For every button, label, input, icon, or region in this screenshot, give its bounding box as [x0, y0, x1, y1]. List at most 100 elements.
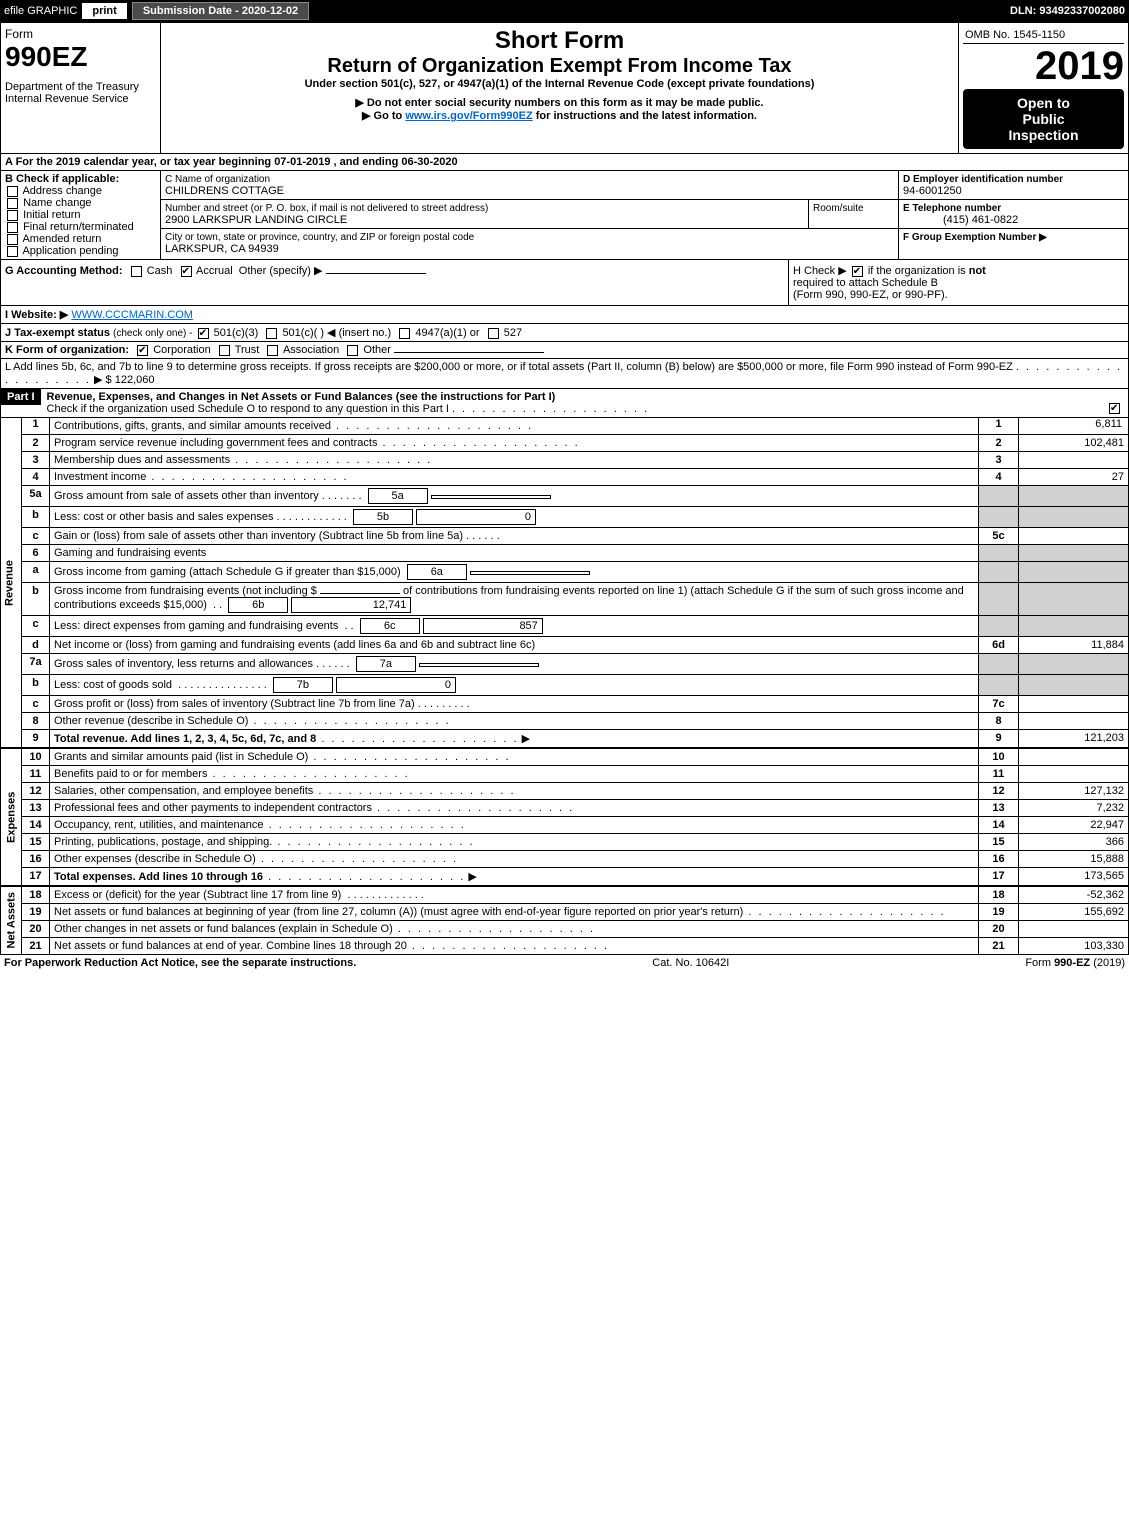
line-10-desc: Grants and similar amounts paid (list in…: [54, 751, 308, 763]
line-a-period: A For the 2019 calendar year, or tax yea…: [0, 154, 1129, 171]
line-8-amt: [1019, 713, 1129, 730]
part-i-check-o: Check if the organization used Schedule …: [47, 403, 449, 415]
title-short-form: Short Form: [165, 27, 954, 55]
chk-schedule-b[interactable]: [852, 266, 863, 277]
chk-corp[interactable]: [137, 345, 148, 356]
line-9-amt: 121,203: [1019, 730, 1129, 749]
line-11-amt: [1019, 766, 1129, 783]
chk-name-change[interactable]: [7, 198, 18, 209]
line-5c-amt: [1019, 528, 1129, 545]
box-f-label: F Group Exemption Number ▶: [903, 232, 1047, 243]
line-7c-amt: [1019, 696, 1129, 713]
line-3-amt: [1019, 452, 1129, 469]
line-h-1: H Check ▶: [793, 265, 847, 277]
chk-trust[interactable]: [219, 345, 230, 356]
line-17-amt: 173,565: [1019, 868, 1129, 887]
other-method-input[interactable]: [326, 273, 426, 274]
line-2-amt: 102,481: [1019, 435, 1129, 452]
chk-amended[interactable]: [7, 234, 18, 245]
line-5a-boxval: [431, 495, 551, 499]
part-i-label: Part I: [1, 389, 41, 405]
chk-cash[interactable]: [131, 266, 142, 277]
no-ssn-warning: ▶ Do not enter social security numbers o…: [165, 96, 954, 109]
phone-value: (415) 461-0822: [903, 214, 1018, 226]
chk-527[interactable]: [488, 328, 499, 339]
irs-label: Internal Revenue Service: [5, 93, 129, 105]
line-k-label: K Form of organization:: [5, 344, 129, 356]
entity-block: B Check if applicable: Address change Na…: [0, 171, 1129, 260]
chk-501c[interactable]: [266, 328, 277, 339]
top-bar: efile GRAPHIC print Submission Date - 20…: [0, 0, 1129, 22]
footer-left: For Paperwork Reduction Act Notice, see …: [4, 957, 356, 969]
line-5c-desc: Gain or (loss) from sale of assets other…: [54, 530, 463, 542]
chk-assoc[interactable]: [267, 345, 278, 356]
line-14-amt: 22,947: [1019, 817, 1129, 834]
chk-accrual[interactable]: [181, 266, 192, 277]
title-return: Return of Organization Exempt From Incom…: [165, 55, 954, 78]
line-6d-desc: Net income or (loss) from gaming and fun…: [54, 639, 535, 651]
print-button[interactable]: print: [81, 2, 127, 20]
line-9-desc: Total revenue. Add lines 1, 2, 3, 4, 5c,…: [54, 733, 316, 745]
box-d-label: D Employer identification number: [903, 174, 1063, 185]
room-label: Room/suite: [813, 203, 864, 214]
line-h-3: required to attach Schedule B: [793, 277, 938, 289]
chk-schedule-o[interactable]: [1109, 403, 1120, 414]
line-7b-boxval: 0: [336, 677, 456, 693]
line-13-amt: 7,232: [1019, 800, 1129, 817]
line-4-desc: Investment income: [54, 471, 146, 483]
form-word: Form: [5, 27, 156, 41]
box-c-label: C Name of organization: [165, 174, 270, 185]
line-21-amt: 103,330: [1019, 938, 1129, 955]
line-15-desc: Printing, publications, postage, and shi…: [54, 836, 272, 848]
under-section: Under section 501(c), 527, or 4947(a)(1)…: [165, 78, 954, 90]
website-link[interactable]: WWW.CCCMARIN.COM: [71, 309, 193, 321]
ein-value: 94-6001250: [903, 185, 962, 197]
line-11-desc: Benefits paid to or for members: [54, 768, 207, 780]
chk-final-return[interactable]: [7, 222, 18, 233]
form-number: 990EZ: [5, 41, 156, 73]
line-20-amt: [1019, 921, 1129, 938]
goto-instructions: ▶ Go to www.irs.gov/Form990EZ for instru…: [165, 109, 954, 122]
line-5b-desc: Less: cost or other basis and sales expe…: [54, 511, 274, 523]
form-header: Form 990EZ Department of the Treasury In…: [0, 22, 1129, 154]
line-19-amt: 155,692: [1019, 904, 1129, 921]
footer-mid: Cat. No. 10642I: [652, 957, 729, 969]
netassets-vlabel: Net Assets: [1, 886, 22, 955]
other-org-input[interactable]: [394, 352, 544, 353]
open-to-public: Open to Public Inspection: [963, 89, 1124, 149]
chk-app-pending[interactable]: [7, 246, 18, 257]
line-i-label: I Website: ▶: [5, 309, 68, 321]
chk-other-org[interactable]: [347, 345, 358, 356]
chk-address-change[interactable]: [7, 186, 18, 197]
line-j-label: J Tax-exempt status: [5, 327, 110, 339]
line-20-desc: Other changes in net assets or fund bala…: [54, 923, 393, 935]
line-8-desc: Other revenue (describe in Schedule O): [54, 715, 248, 727]
chk-501c3[interactable]: [198, 328, 209, 339]
line-1-desc: Contributions, gifts, grants, and simila…: [54, 420, 331, 432]
line-7c-desc: Gross profit or (loss) from sales of inv…: [54, 698, 415, 710]
line-18-amt: -52,362: [1019, 886, 1129, 904]
line-6b-blank[interactable]: [320, 593, 400, 594]
line-6c-desc: Less: direct expenses from gaming and fu…: [54, 620, 338, 632]
dln-label: DLN: 93492337002080: [1010, 5, 1125, 17]
line-1-amt: 6,811: [1019, 418, 1129, 435]
line-16-amt: 15,888: [1019, 851, 1129, 868]
line-7a-desc: Gross sales of inventory, less returns a…: [54, 658, 313, 670]
irs-link[interactable]: www.irs.gov/Form990EZ: [405, 110, 532, 122]
line-6-desc: Gaming and fundraising events: [54, 547, 206, 559]
line-h-2: if the organization is: [868, 265, 969, 277]
chk-initial-return[interactable]: [7, 210, 18, 221]
line-6d-amt: 11,884: [1019, 637, 1129, 654]
line-19-desc: Net assets or fund balances at beginning…: [54, 906, 743, 918]
part-i-title: Revenue, Expenses, and Changes in Net As…: [47, 391, 556, 403]
chk-4947[interactable]: [399, 328, 410, 339]
line-l-amount: $ 122,060: [106, 374, 155, 386]
line-17-desc: Total expenses. Add lines 10 through 16: [54, 871, 263, 883]
expenses-vlabel: Expenses: [1, 748, 22, 886]
line-12-desc: Salaries, other compensation, and employ…: [54, 785, 313, 797]
revenue-vlabel: Revenue: [1, 418, 22, 748]
line-6a-desc: Gross income from gaming (attach Schedul…: [54, 566, 401, 578]
part-i-table: Revenue 1 Contributions, gifts, grants, …: [0, 418, 1129, 955]
dept-treasury: Department of the Treasury: [5, 81, 139, 93]
line-h-4: (Form 990, 990-EZ, or 990-PF).: [793, 289, 948, 301]
